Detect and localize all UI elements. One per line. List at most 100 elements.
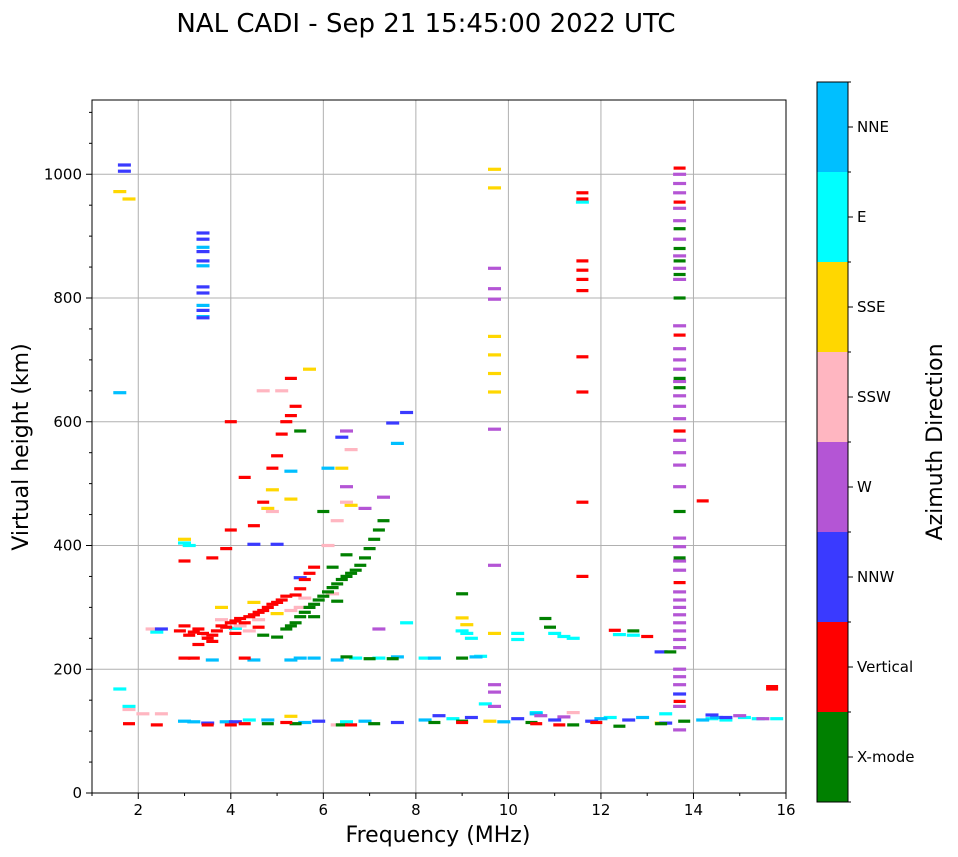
- point-vertical: [178, 656, 191, 660]
- point-vertical: [576, 277, 589, 281]
- point-nne: [178, 719, 191, 723]
- x-tick-label: 10: [499, 801, 518, 819]
- point-vertical: [608, 628, 621, 632]
- point-e: [349, 656, 363, 660]
- point-nnw: [719, 715, 733, 720]
- y-tick-label: 800: [53, 289, 82, 307]
- point-sse: [488, 631, 501, 635]
- point-x-mode: [326, 565, 339, 569]
- point-sse: [270, 612, 284, 616]
- point-sse: [488, 186, 501, 190]
- y-axis-ticks: 0 200 400 600 800 1000: [44, 111, 92, 802]
- point-vertical: [576, 390, 589, 394]
- point-ssw: [566, 711, 580, 715]
- colorbar-label: Azimuth Direction: [923, 343, 948, 540]
- point-x-mode: [567, 723, 580, 727]
- point-e: [372, 656, 386, 660]
- point-ssw: [326, 592, 340, 596]
- point-e: [548, 631, 562, 635]
- point-vertical: [280, 420, 293, 424]
- point-nne: [418, 718, 432, 722]
- point-x-mode: [322, 590, 334, 594]
- y-tick-label: 0: [72, 784, 82, 802]
- point-w: [673, 367, 687, 371]
- point-vertical: [308, 565, 321, 569]
- point-w: [673, 559, 687, 563]
- x-axis-label: Frequency (MHz): [346, 823, 531, 848]
- point-w: [673, 545, 687, 549]
- point-x-mode: [335, 723, 348, 727]
- point-nnw: [196, 285, 210, 289]
- point-e: [446, 717, 460, 721]
- point-e: [770, 717, 784, 721]
- point-vertical: [210, 629, 223, 633]
- point-vertical: [590, 720, 603, 725]
- point-w: [673, 683, 687, 687]
- point-vertical: [271, 600, 284, 604]
- colorbar-swatch-x-mode: [817, 712, 848, 802]
- point-vertical: [766, 687, 779, 691]
- point-nnw: [270, 542, 284, 546]
- point-nnw: [117, 169, 131, 173]
- point-nnw: [654, 650, 668, 654]
- point-vertical: [641, 634, 654, 639]
- colorbar-swatch-nne: [817, 82, 848, 172]
- point-w: [673, 605, 687, 609]
- point-w: [673, 219, 687, 223]
- point-vertical: [284, 376, 297, 380]
- point-ssw: [265, 509, 279, 514]
- point-vertical: [257, 608, 270, 613]
- point-vertical: [530, 722, 543, 726]
- point-nnw: [511, 717, 525, 721]
- point-w: [673, 568, 687, 572]
- point-sse: [488, 390, 501, 394]
- colorbar-label-nnw: NNW: [857, 568, 894, 586]
- point-nnw: [117, 163, 131, 167]
- point-x-mode: [317, 594, 330, 598]
- point-w: [673, 728, 687, 732]
- point-e: [460, 631, 474, 635]
- point-x-mode: [289, 722, 302, 726]
- point-vertical: [257, 500, 270, 504]
- point-sse: [247, 600, 261, 604]
- point-vertical: [220, 547, 233, 551]
- point-vertical: [576, 268, 589, 272]
- point-e: [737, 715, 751, 720]
- point-vertical: [197, 631, 209, 635]
- point-w: [358, 506, 372, 510]
- point-nne: [284, 658, 298, 662]
- colorbar-label-vertical: Vertical: [857, 658, 913, 676]
- point-nnw: [400, 410, 414, 415]
- point-vertical: [275, 598, 288, 602]
- point-nne: [205, 658, 219, 662]
- point-nne: [636, 715, 650, 720]
- point-nne: [307, 656, 321, 660]
- point-e: [557, 634, 571, 639]
- point-sse: [488, 353, 501, 357]
- point-vertical: [576, 289, 589, 293]
- colorbar-label-nne: NNE: [857, 118, 889, 136]
- point-x-mode: [354, 563, 367, 567]
- grid-lines: [92, 100, 786, 793]
- point-sse: [178, 537, 191, 541]
- point-vertical: [183, 633, 196, 637]
- point-vertical: [673, 166, 686, 170]
- point-w: [340, 485, 353, 489]
- point-vertical: [224, 528, 237, 532]
- point-vertical: [206, 639, 219, 643]
- point-vertical: [576, 259, 589, 263]
- point-nnw: [386, 421, 400, 425]
- point-w: [673, 417, 687, 421]
- point-w: [733, 714, 747, 718]
- point-vertical: [280, 594, 293, 598]
- colorbar-label-x-mode: X-mode: [857, 748, 914, 766]
- point-e: [340, 720, 353, 724]
- point-w: [673, 347, 687, 351]
- x-tick-label: 6: [319, 801, 329, 819]
- point-ssw: [252, 618, 266, 622]
- point-vertical: [247, 524, 260, 528]
- point-sse: [488, 334, 501, 338]
- point-vertical: [345, 723, 358, 727]
- point-ssw: [321, 543, 335, 548]
